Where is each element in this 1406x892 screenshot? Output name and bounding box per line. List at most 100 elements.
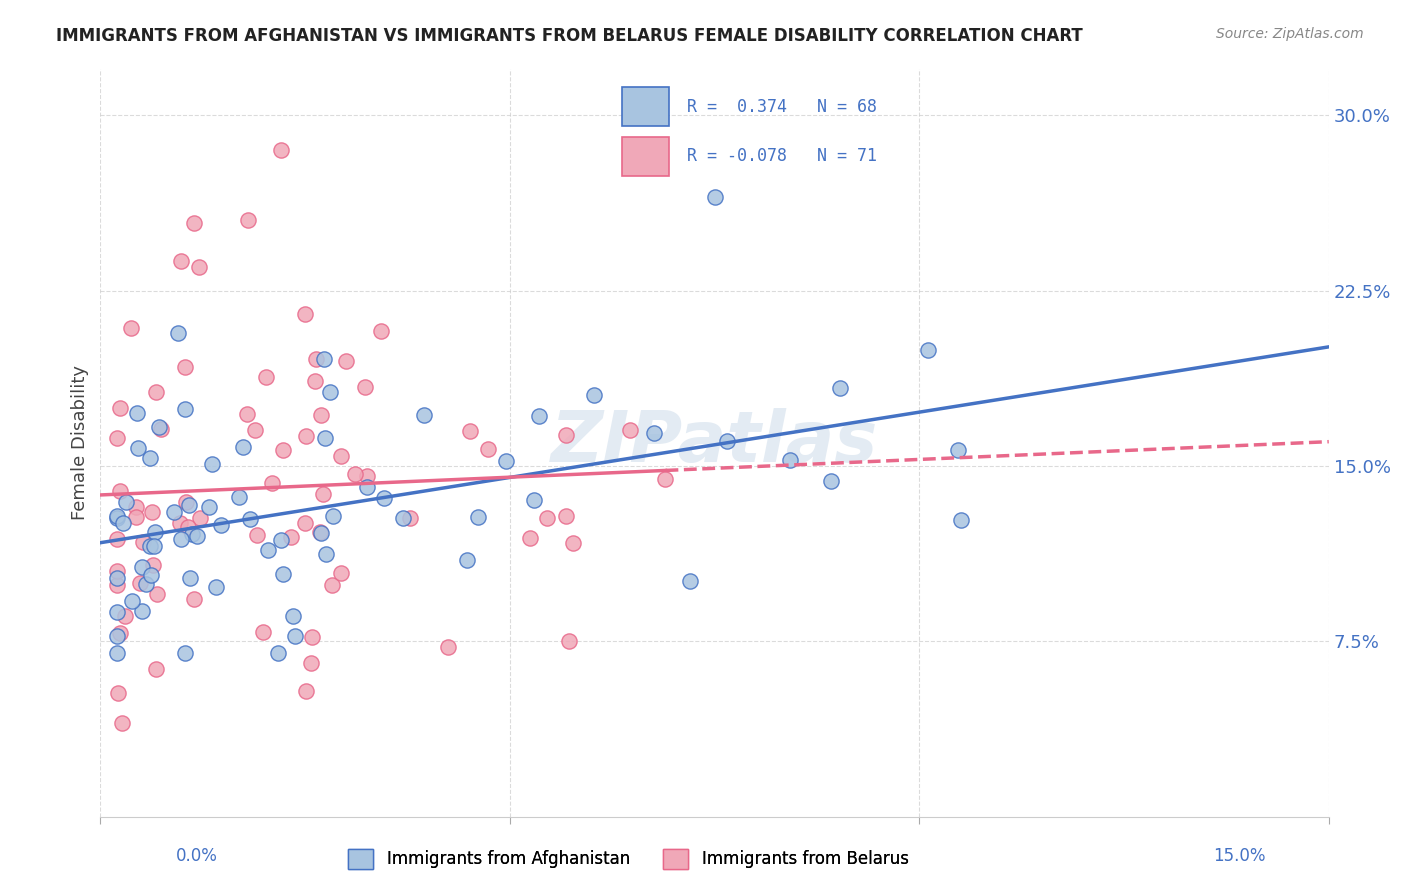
Point [558,634,581,648]
Point [105,578,128,592]
Point [105,605,128,619]
Point [619,423,641,437]
Point [309,408,332,422]
Point [370,324,392,338]
Point [399,511,422,525]
Point [197,500,219,514]
Point [437,640,460,654]
Point [145,384,167,399]
Point [243,423,266,437]
Point [294,429,316,443]
Point [108,626,131,640]
Point [121,594,143,608]
Point [111,716,134,731]
Point [412,408,434,422]
Point [148,420,170,434]
Point [170,532,193,546]
Point [177,520,200,534]
Point [308,525,330,540]
Point [105,511,128,525]
Point [319,385,342,400]
Point [314,431,336,445]
Text: 0.0%: 0.0% [176,847,218,865]
Point [262,475,284,490]
Point [150,422,173,436]
Point [654,472,676,486]
Point [373,491,395,505]
Point [519,531,541,545]
Point [321,578,343,592]
Point [183,216,205,230]
Point [170,253,193,268]
Point [209,518,232,533]
Text: 15.0%: 15.0% [1213,847,1265,865]
Point [186,529,208,543]
FancyBboxPatch shape [623,136,669,176]
Point [280,530,302,544]
Point [143,525,166,540]
Point [273,442,295,457]
Point [679,574,702,589]
Point [105,565,128,579]
Point [270,144,292,158]
Point [294,516,316,530]
Point [141,505,163,519]
Point [257,543,280,558]
Point [167,326,190,341]
Point [456,553,478,567]
Point [828,381,851,395]
Point [703,190,725,204]
Point [295,683,318,698]
Point [163,506,186,520]
Point [174,495,197,509]
Point [309,526,332,541]
Point [312,487,335,501]
Point [270,533,292,548]
Point [145,662,167,676]
Point [146,587,169,601]
Point [246,528,269,542]
Point [495,454,517,468]
Point [112,516,135,530]
Point [114,494,136,508]
Point [284,629,307,643]
Point [110,484,132,499]
Point [139,450,162,465]
Point [356,469,378,483]
Point [131,534,153,549]
Y-axis label: Female Disability: Female Disability [72,365,89,520]
Point [114,609,136,624]
Point [252,624,274,639]
Point [555,427,578,442]
Point [561,535,583,549]
Point [392,511,415,525]
Point [254,370,277,384]
Point [948,442,970,457]
Point [536,511,558,525]
Point [174,646,197,660]
Point [105,630,128,644]
Point [181,526,204,541]
Point [820,475,842,489]
Point [779,452,801,467]
Point [105,571,128,585]
Point [139,568,162,582]
Point [187,260,209,275]
Point [294,307,316,321]
Point [105,646,128,660]
Point [329,449,352,463]
Point [135,576,157,591]
Point [716,434,738,449]
Point [105,431,128,445]
Point [228,491,250,505]
Point [950,512,973,526]
Point [271,566,294,581]
Point [315,547,337,561]
Point [127,406,149,420]
Point [304,375,326,389]
Point [354,380,377,394]
Point [107,686,129,700]
Text: R =  0.374   N = 68: R = 0.374 N = 68 [688,98,877,116]
Point [477,442,499,456]
Point [105,532,128,546]
